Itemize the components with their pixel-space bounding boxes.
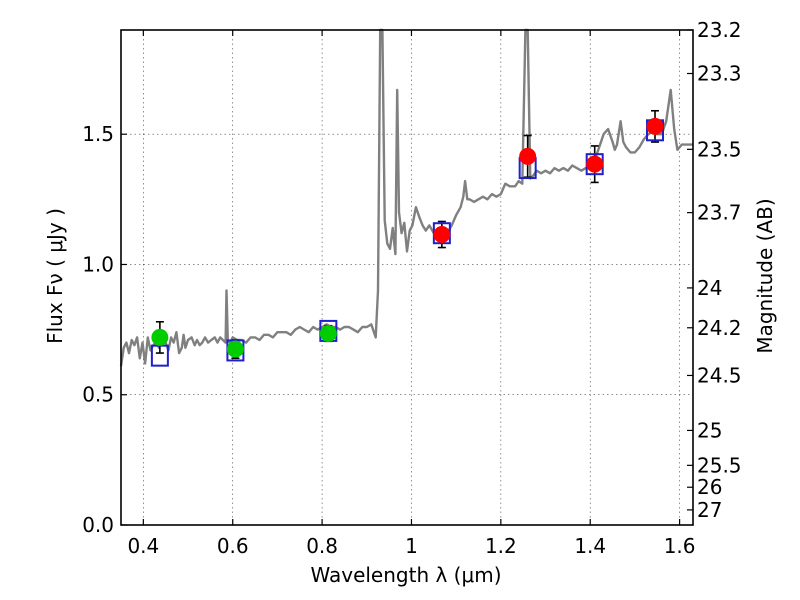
y2-tick-label: 24.2: [697, 316, 742, 340]
x-tick-label: 1.2: [485, 534, 517, 558]
x-tick-label: 0.6: [217, 534, 249, 558]
y-tick-label: 0.5: [82, 383, 114, 407]
x-tick-labels: 0.4 0.6 0.8 1 1.2 1.4 1.6: [127, 534, 695, 558]
y-tick-label: 1.0: [82, 252, 114, 276]
observed-point: [226, 340, 244, 358]
y2-tick-label: 23.5: [697, 137, 742, 161]
observed-point: [646, 117, 664, 135]
x-tick-label: 1.6: [664, 534, 696, 558]
error-bars: [155, 109, 660, 360]
ticks: [121, 29, 693, 526]
y2-axis-label: Magnitude (AB): [753, 198, 777, 353]
y2-tick-label: 26: [697, 475, 722, 499]
y2-tick-label: 27: [697, 498, 722, 522]
x-tick-label: 0.4: [127, 534, 159, 558]
spectrum-series: [119, 28, 693, 367]
y2-tick-label: 25: [697, 418, 722, 442]
x-tick-label: 0.8: [306, 534, 338, 558]
y-tick-label: 0.0: [82, 513, 114, 537]
observed-point: [151, 328, 169, 346]
plot-frame: [120, 29, 694, 526]
observed-point: [319, 325, 337, 343]
y2-tick-label: 23.2: [697, 18, 742, 42]
y-axis-label: Flux Fν ( μJy ): [43, 208, 67, 344]
y2-tick-label: 25.5: [697, 453, 742, 477]
y2-tick-label: 23.3: [697, 62, 742, 86]
observed-point: [519, 147, 537, 165]
y2-tick-label: 24: [697, 276, 722, 300]
y-tick-label: 1.5: [82, 122, 114, 146]
spectrum-line: [119, 28, 693, 367]
grid: [121, 30, 693, 526]
x-tick-label: 1: [405, 534, 418, 558]
y-tick-labels: 0.0 0.5 1.0 1.5: [82, 122, 114, 537]
y2-tick-label: 23.7: [697, 201, 742, 225]
observed-point: [586, 155, 604, 173]
observed-point: [433, 226, 451, 244]
x-tick-label: 1.4: [574, 534, 606, 558]
y2-tick-label: 24.5: [697, 363, 742, 387]
observed-points: [151, 117, 664, 358]
x-axis-label: Wavelength λ (μm): [310, 563, 501, 587]
